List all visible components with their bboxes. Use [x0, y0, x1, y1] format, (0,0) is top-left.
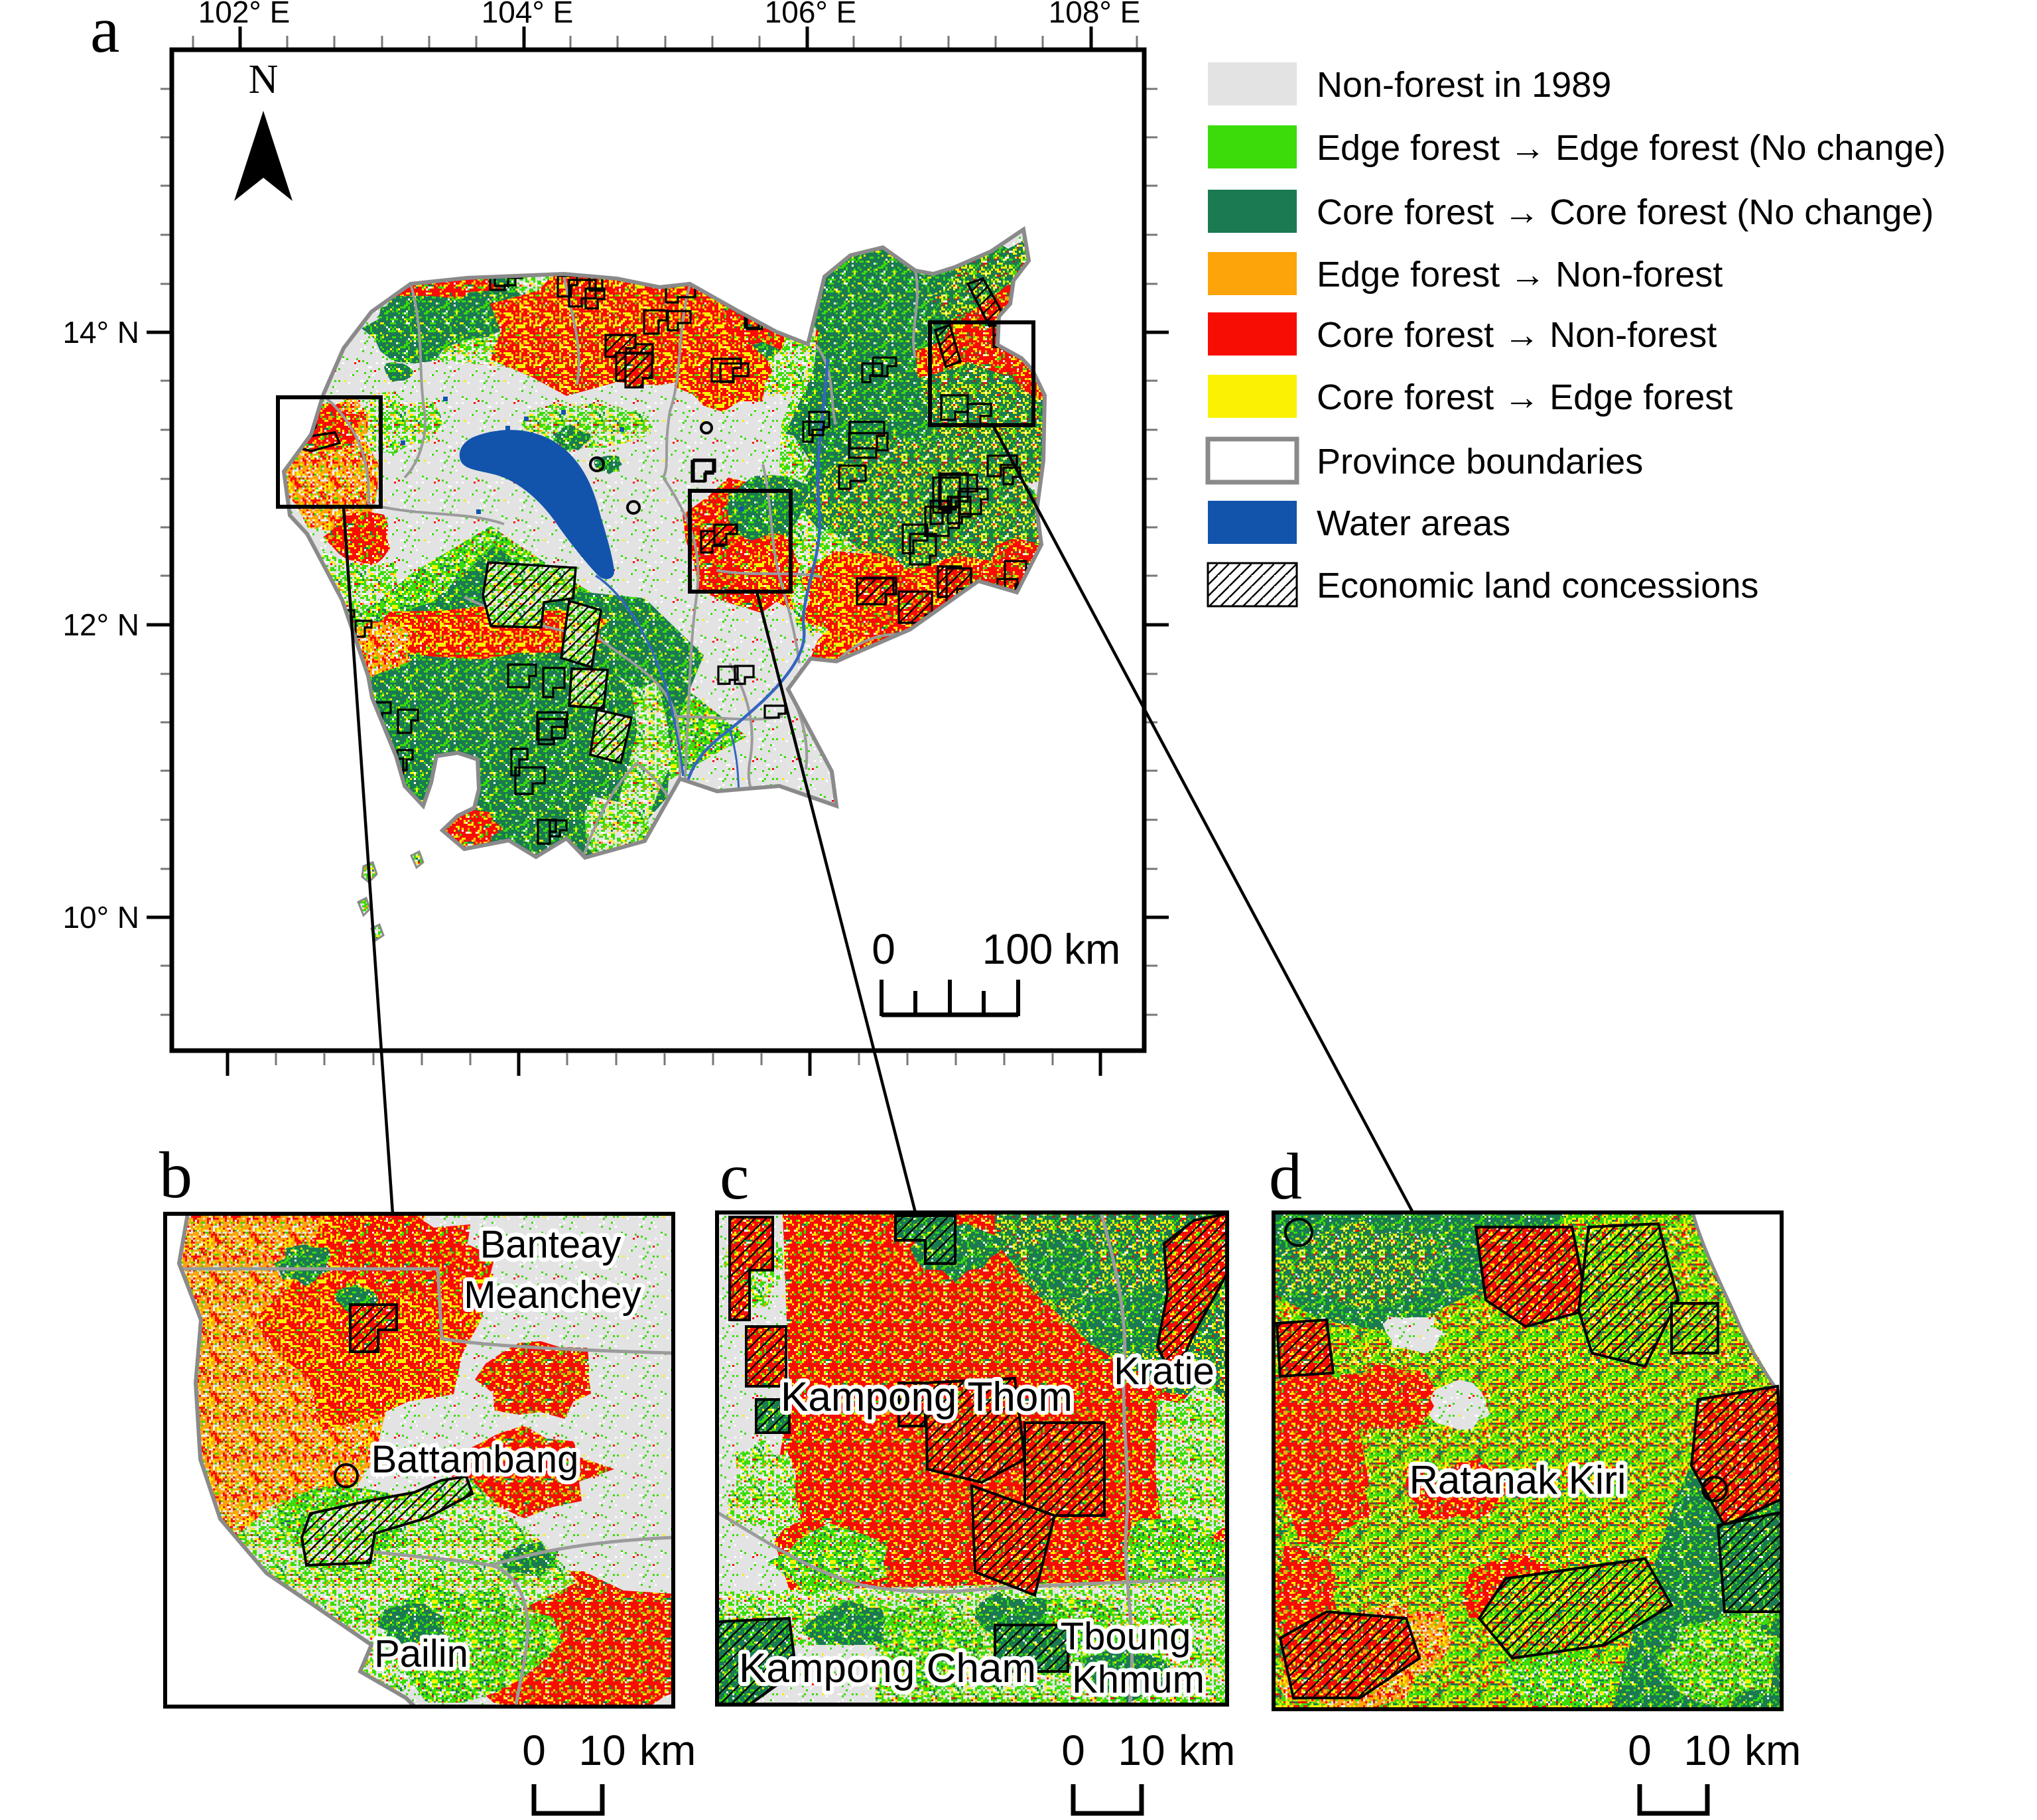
svg-text:Meanchey: Meanchey — [464, 1273, 641, 1317]
svg-text:106° E: 106° E — [765, 0, 857, 29]
svg-text:Water areas: Water areas — [1317, 503, 1510, 543]
svg-text:N: N — [249, 57, 279, 102]
svg-text:100: 100 — [982, 925, 1053, 973]
svg-text:km: km — [1744, 1726, 1801, 1774]
svg-text:10° N: 10° N — [62, 900, 139, 935]
svg-text:Pailin: Pailin — [374, 1632, 468, 1675]
svg-text:Core forest → Core forest (No: Core forest → Core forest (No change) — [1317, 192, 1934, 232]
svg-text:Banteay: Banteay — [480, 1223, 622, 1266]
svg-text:c: c — [720, 1139, 749, 1213]
svg-text:10: 10 — [578, 1726, 625, 1774]
svg-text:km: km — [1179, 1726, 1235, 1774]
svg-text:Economic land concessions: Economic land concessions — [1317, 566, 1758, 606]
svg-text:b: b — [159, 1138, 192, 1212]
svg-text:0: 0 — [872, 925, 895, 973]
svg-text:14° N: 14° N — [62, 315, 139, 350]
svg-text:Edge forest → Edge forest (No: Edge forest → Edge forest (No change) — [1317, 128, 1946, 168]
svg-text:104° E: 104° E — [482, 0, 574, 29]
svg-text:Kampong Cham: Kampong Cham — [739, 1646, 1036, 1691]
svg-text:0: 0 — [1628, 1726, 1652, 1774]
svg-text:d: d — [1269, 1139, 1302, 1213]
svg-text:0: 0 — [522, 1726, 546, 1774]
svg-text:108° E: 108° E — [1049, 0, 1141, 29]
svg-text:Core forest → Non-forest: Core forest → Non-forest — [1317, 315, 1717, 355]
svg-text:Core forest → Edge forest: Core forest → Edge forest — [1317, 377, 1733, 417]
svg-text:a: a — [90, 0, 119, 66]
svg-text:Non-forest in 1989: Non-forest in 1989 — [1317, 65, 1611, 105]
svg-text:10: 10 — [1683, 1726, 1731, 1774]
svg-text:10: 10 — [1118, 1726, 1165, 1774]
svg-text:102° E: 102° E — [198, 0, 291, 29]
svg-text:Tboung: Tboung — [1061, 1615, 1191, 1658]
svg-text:Province boundaries: Province boundaries — [1317, 442, 1643, 482]
svg-text:12° N: 12° N — [62, 608, 139, 642]
svg-text:km: km — [639, 1726, 696, 1774]
svg-text:Edge forest → Non-forest: Edge forest → Non-forest — [1317, 255, 1723, 294]
svg-text:Kampong Thom: Kampong Thom — [781, 1374, 1073, 1420]
svg-text:Kratie: Kratie — [1114, 1350, 1215, 1393]
svg-text:Battambang: Battambang — [371, 1438, 579, 1481]
svg-text:km: km — [1064, 925, 1120, 973]
svg-text:Khmum: Khmum — [1072, 1658, 1205, 1701]
svg-text:Ratanak Kiri: Ratanak Kiri — [1410, 1458, 1626, 1502]
svg-text:0: 0 — [1061, 1726, 1085, 1774]
